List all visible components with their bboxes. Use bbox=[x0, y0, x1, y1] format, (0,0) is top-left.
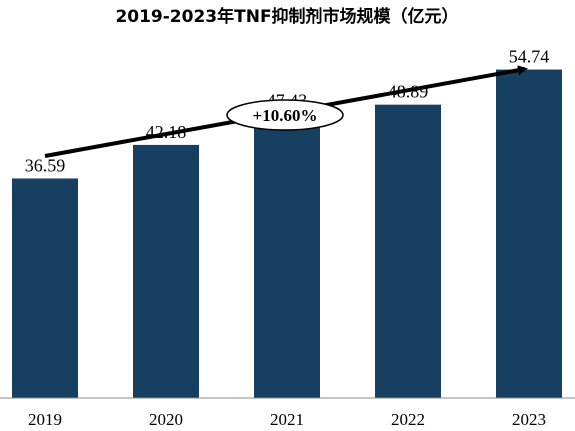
x-tick-2020: 2020 bbox=[149, 410, 183, 429]
growth-rate-label: +10.60% bbox=[253, 106, 318, 125]
bar-2023 bbox=[496, 69, 562, 398]
value-label-2023: 54.74 bbox=[509, 47, 550, 67]
bar-2022 bbox=[375, 104, 441, 398]
x-tick-2019: 2019 bbox=[28, 410, 62, 429]
x-tick-2021: 2021 bbox=[270, 410, 304, 429]
x-tick-2022: 2022 bbox=[391, 410, 425, 429]
bars-group bbox=[12, 69, 562, 399]
x-tick-labels-group: 2019 2020 2021 2022 2023 bbox=[28, 410, 546, 429]
value-label-2019: 36.59 bbox=[25, 155, 66, 175]
bar-2021 bbox=[254, 113, 320, 399]
x-tick-2023: 2023 bbox=[512, 410, 546, 429]
chart-title: 2019-2023年TNF抑制剂市场规模（亿元） bbox=[115, 6, 458, 27]
growth-rate-oval bbox=[226, 99, 344, 131]
bar-2019 bbox=[12, 178, 78, 398]
bar-2020 bbox=[133, 144, 199, 398]
